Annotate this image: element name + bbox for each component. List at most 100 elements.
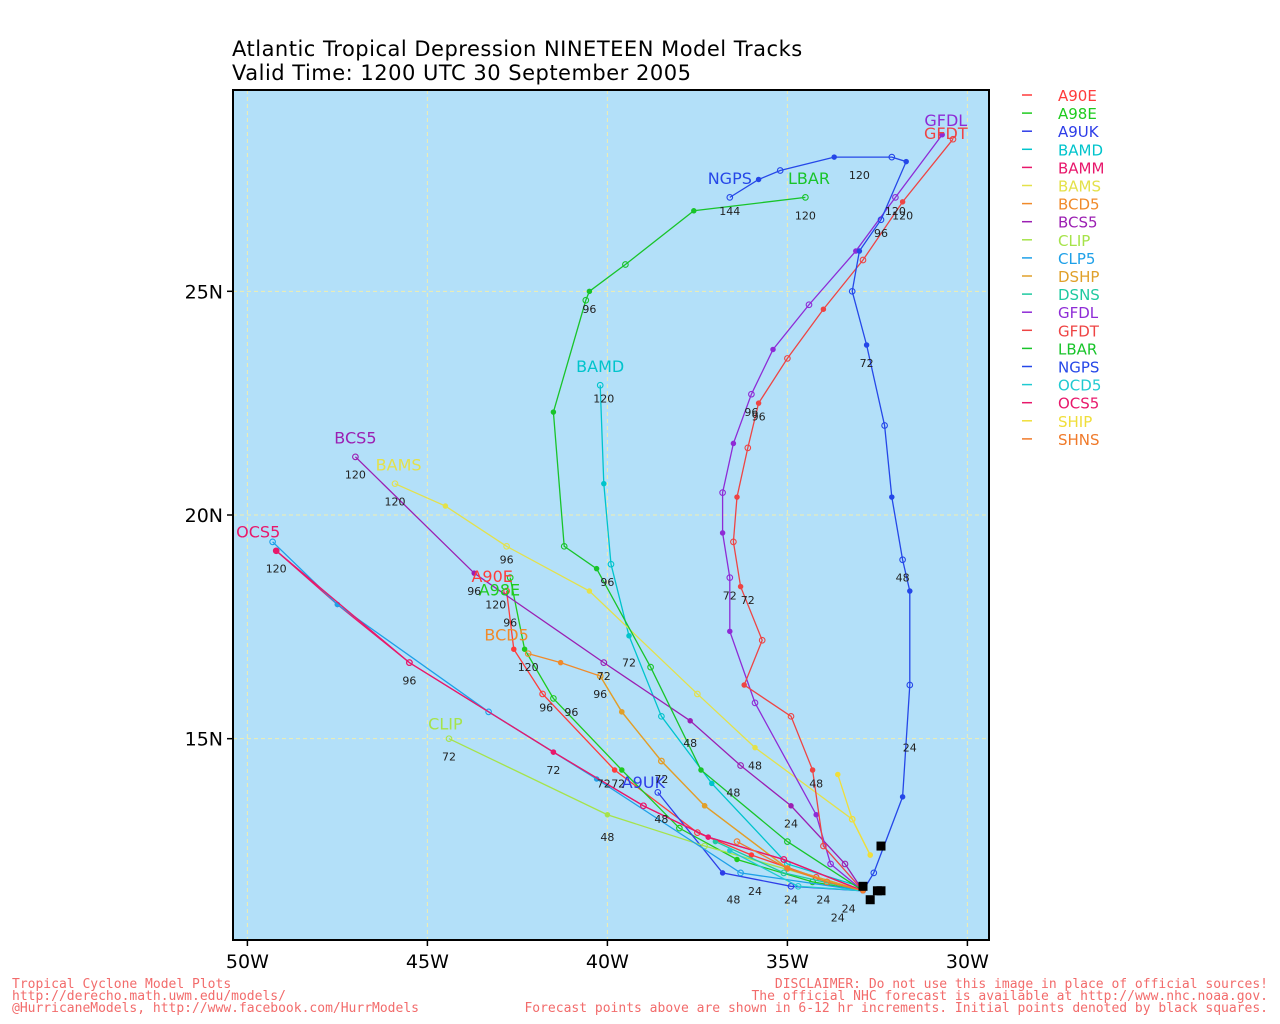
track-line-shns xyxy=(736,841,864,892)
track-point xyxy=(827,860,834,868)
forecast-hour-label: 120 xyxy=(345,469,366,482)
track-point xyxy=(734,856,740,863)
legend-label: GFDT xyxy=(1058,322,1100,340)
forecast-hour-label: 120 xyxy=(795,209,816,222)
legend-label: NGPS xyxy=(1058,359,1099,377)
track-point xyxy=(755,400,762,406)
track-point xyxy=(820,306,827,312)
forecast-hour-label: 96 xyxy=(582,303,596,316)
track-point xyxy=(787,882,795,890)
forecast-hour-label: 24 xyxy=(784,818,798,831)
legend-label: LBAR xyxy=(1058,340,1097,358)
track-point xyxy=(813,811,819,818)
forecast-hour-label: 72 xyxy=(622,657,636,670)
track-point xyxy=(752,744,758,751)
track-line-clip xyxy=(448,738,864,892)
footer-right-3: Forecast points above are shown in 6-12 … xyxy=(524,1001,1268,1016)
track-point xyxy=(809,767,816,773)
track-point xyxy=(748,852,755,858)
footer-left-2: http://derecho.math.uwm.edu/models/ xyxy=(12,989,286,1004)
track-point xyxy=(780,856,788,863)
model-name-label: BAMD xyxy=(576,357,624,376)
track-point xyxy=(539,690,546,698)
track-line-gfdt xyxy=(732,138,954,892)
track-point xyxy=(471,570,477,576)
forecast-hour-label: 96 xyxy=(744,406,758,419)
track-point xyxy=(841,860,849,868)
track-point xyxy=(406,659,413,666)
track-point xyxy=(622,261,629,268)
track-point xyxy=(705,834,711,840)
model-name-label: A90E xyxy=(471,567,512,586)
track-point xyxy=(691,208,697,214)
track-point xyxy=(694,690,701,698)
chart-title-line1: Atlantic Tropical Depression NINETEEN Mo… xyxy=(232,37,803,61)
forecast-hour-label: 48 xyxy=(600,831,614,844)
track-point xyxy=(788,803,794,809)
track-point xyxy=(709,780,715,787)
track-point xyxy=(506,574,514,581)
gridlines xyxy=(233,90,989,940)
chart-title-line2: Valid Time: 1200 UTC 30 September 2005 xyxy=(232,61,691,85)
track-line-lbar xyxy=(552,196,864,892)
track-point xyxy=(557,659,564,666)
forecast-hour-label: 120 xyxy=(885,205,906,218)
track-point xyxy=(485,708,492,716)
track-point xyxy=(820,842,827,850)
track-point xyxy=(748,390,755,398)
track-point xyxy=(737,762,744,769)
track-point xyxy=(521,646,528,652)
forecast-hour-label: 48 xyxy=(809,777,823,790)
track-point xyxy=(550,749,557,755)
track-point xyxy=(758,636,766,644)
track-point xyxy=(730,538,737,546)
track-point xyxy=(654,789,662,796)
model-name-label: BAMS xyxy=(376,455,422,474)
track-line-ocs5 xyxy=(275,550,864,892)
forecast-hour-label: 96 xyxy=(402,675,416,688)
initial-point-square xyxy=(876,886,886,896)
x-tick-label: 50W xyxy=(226,951,269,973)
track-point xyxy=(939,131,945,138)
track-point xyxy=(949,135,957,143)
model-name-label: NGPS xyxy=(708,169,752,188)
legend-label: SHIP xyxy=(1058,413,1092,431)
forecast-hour-label: 24 xyxy=(903,742,917,755)
track-line-ngps xyxy=(729,156,911,892)
legend-label: SHNS xyxy=(1058,431,1100,449)
track-point xyxy=(744,444,752,452)
model-name-label: A98E xyxy=(479,581,520,600)
forecast-hour-label: 24 xyxy=(784,894,798,907)
forecast-hour-label: 24 xyxy=(831,912,845,925)
forecast-hour-label: 96 xyxy=(539,701,553,714)
forecast-hour-label: 120 xyxy=(892,209,913,222)
legend-label: OCD5 xyxy=(1058,377,1101,395)
y-tick-label: 15N xyxy=(185,729,223,751)
y-tick-label: 25N xyxy=(185,281,223,303)
legend-label: A90E xyxy=(1058,87,1097,105)
track-point xyxy=(889,494,895,500)
track-point xyxy=(352,453,359,461)
track-point xyxy=(737,583,744,590)
forecast-hour-label: 120 xyxy=(485,598,506,611)
forecast-hour-label: 120 xyxy=(593,393,614,406)
forecast-hour-label: 96 xyxy=(503,616,517,629)
track-point xyxy=(272,547,280,555)
track-point xyxy=(727,847,733,854)
track-point xyxy=(903,158,909,165)
legend-label: BAMM xyxy=(1058,159,1104,177)
forecast-hour-label: 96 xyxy=(593,688,607,701)
forecast-hour-label: 72 xyxy=(597,777,611,790)
track-point xyxy=(906,681,914,689)
track-point xyxy=(676,824,683,832)
track-point xyxy=(734,494,740,500)
track-point xyxy=(888,153,896,161)
track-point xyxy=(701,803,708,809)
track-point xyxy=(863,342,870,348)
forecast-hour-label: 96 xyxy=(564,706,578,719)
legend-label: BCD5 xyxy=(1058,196,1100,214)
track-point xyxy=(794,882,802,890)
model-name-label: GFDT xyxy=(924,124,968,143)
track-point xyxy=(755,176,762,183)
